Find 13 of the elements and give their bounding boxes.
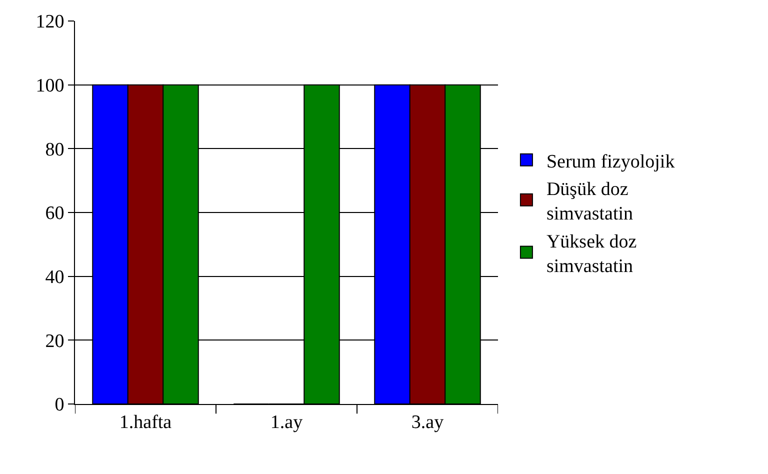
y-tick-label: 60 (45, 203, 64, 224)
legend-label: Düşük doz simvastatin (546, 178, 634, 225)
y-tick-label: 120 (36, 12, 64, 33)
y-tick-label: 20 (45, 330, 64, 352)
legend-label: Serum fizyolojik (546, 151, 676, 172)
legend-label: Yüksek doz simvastatin (546, 231, 637, 278)
x-tick-label: 3.ay (411, 412, 444, 433)
y-tick-label: 80 (45, 139, 64, 160)
x-tick-label: 1.ay (270, 412, 304, 433)
y-tick-label: 40 (45, 266, 64, 288)
x-tick-label: 1.hafta (119, 412, 172, 433)
y-tick-label: 0 (54, 394, 64, 416)
y-tick-label: 100 (36, 75, 64, 96)
